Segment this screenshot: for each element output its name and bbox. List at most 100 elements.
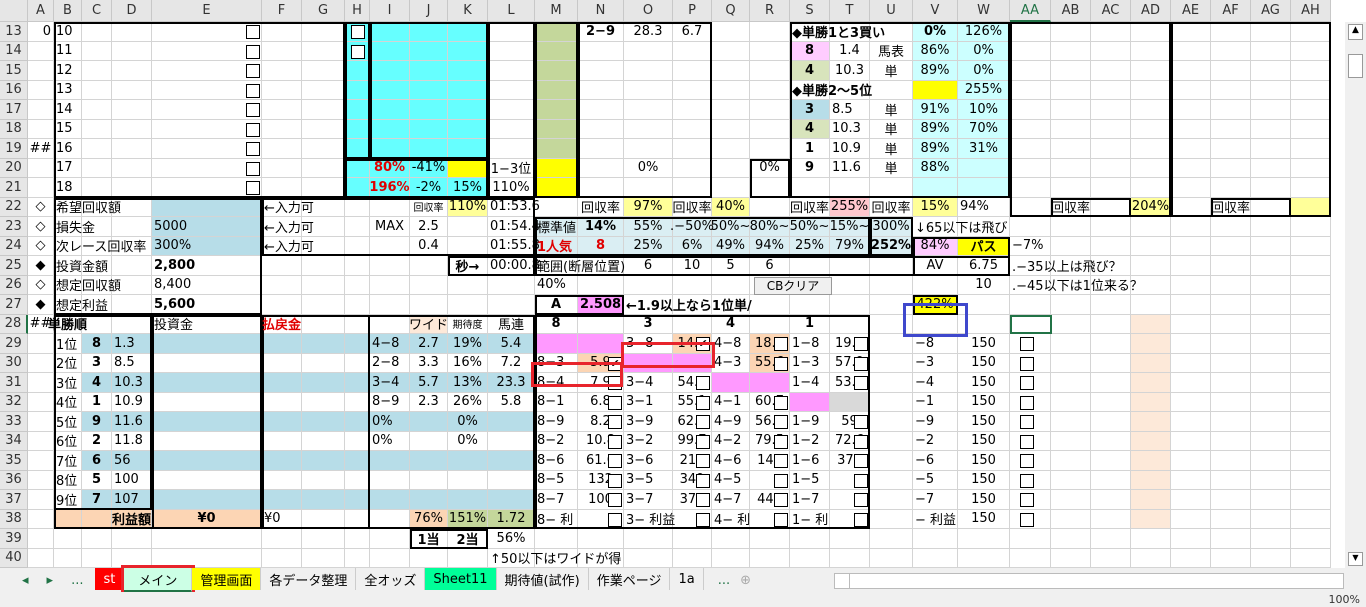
- checkbox-W35[interactable]: [1020, 454, 1034, 468]
- cell-H28[interactable]: [345, 314, 370, 334]
- cell-E26[interactable]: 8,400: [152, 275, 262, 295]
- row-header-14[interactable]: 14: [0, 41, 28, 61]
- sheet-tab-6[interactable]: 期待値(試作): [497, 568, 589, 590]
- cell-D40[interactable]: [112, 548, 152, 568]
- cell-J26[interactable]: [410, 275, 448, 295]
- cell-U21[interactable]: [870, 178, 913, 198]
- cell-N17[interactable]: [578, 100, 624, 120]
- cell-P22[interactable]: 回収率: [673, 197, 712, 217]
- cell-R17[interactable]: [750, 100, 790, 120]
- tab-prev-button[interactable]: ◂: [22, 572, 29, 588]
- row-header-36[interactable]: 36: [0, 470, 28, 490]
- cell-L18[interactable]: [488, 119, 535, 139]
- cell-AA30[interactable]: [1010, 353, 1051, 373]
- cell-AF13[interactable]: [1211, 22, 1251, 42]
- column-header-L[interactable]: L: [488, 0, 535, 22]
- cell-AB34[interactable]: [1051, 431, 1091, 451]
- cell-Q20[interactable]: [712, 158, 750, 178]
- cell-M32[interactable]: 8−1: [535, 392, 578, 412]
- cell-AC27[interactable]: [1091, 295, 1131, 315]
- cell-W16[interactable]: 255%: [958, 80, 1010, 100]
- cell-B21[interactable]: 18: [54, 178, 82, 198]
- cell-T21[interactable]: [830, 178, 870, 198]
- cell-AF32[interactable]: [1211, 392, 1251, 412]
- cell-O27[interactable]: ←1.9以上なら1位単/: [624, 295, 752, 315]
- cell-G38[interactable]: [302, 509, 345, 529]
- cell-G31[interactable]: [302, 373, 345, 393]
- checkbox-N35[interactable]: [608, 454, 622, 468]
- cell-M24[interactable]: 1人気: [535, 236, 578, 256]
- cell-E36[interactable]: [152, 470, 262, 490]
- cell-O15[interactable]: [624, 61, 673, 81]
- cell-AD27[interactable]: [1131, 295, 1171, 315]
- cell-U18[interactable]: 単: [870, 119, 913, 139]
- cell-G30[interactable]: [302, 353, 345, 373]
- checkbox-W36[interactable]: [1020, 473, 1034, 488]
- cell-F30[interactable]: [262, 353, 302, 373]
- cell-N14[interactable]: [578, 41, 624, 61]
- cell-AH13[interactable]: [1291, 22, 1331, 42]
- cell-AF35[interactable]: [1211, 451, 1251, 471]
- cell-O20[interactable]: 0%: [624, 158, 673, 178]
- cell-AA15[interactable]: [1010, 61, 1051, 81]
- cell-B17[interactable]: 14: [54, 100, 82, 120]
- cell-M16[interactable]: [535, 80, 578, 100]
- cell-C25[interactable]: [82, 256, 112, 276]
- cell-I19[interactable]: [370, 139, 410, 159]
- cell-V24[interactable]: 84%: [913, 236, 958, 256]
- column-header-F[interactable]: F: [262, 0, 302, 22]
- cell-AH14[interactable]: [1291, 41, 1331, 61]
- column-header-S[interactable]: S: [790, 0, 830, 22]
- cell-Q13[interactable]: [712, 22, 750, 42]
- cell-AF33[interactable]: [1211, 412, 1251, 432]
- row-header-34[interactable]: 34: [0, 431, 28, 451]
- cell-M39[interactable]: [535, 529, 578, 549]
- cell-I15[interactable]: [370, 61, 410, 81]
- cell-G34[interactable]: [302, 431, 345, 451]
- cell-H24[interactable]: [345, 236, 370, 256]
- cell-AE30[interactable]: [1171, 353, 1211, 373]
- cell-P19[interactable]: [673, 139, 712, 159]
- cell-AH17[interactable]: [1291, 100, 1331, 120]
- cell-F16[interactable]: [262, 80, 302, 100]
- cell-H35[interactable]: [345, 451, 370, 471]
- cell-S16[interactable]: ◆単勝2〜5位: [790, 80, 872, 100]
- cell-AB36[interactable]: [1051, 470, 1091, 490]
- cell-V22[interactable]: 15%: [913, 197, 958, 217]
- cell-AG32[interactable]: [1251, 392, 1291, 412]
- cell-W22[interactable]: 94%: [958, 197, 1010, 217]
- cell-S34[interactable]: 1−2: [790, 431, 830, 451]
- cell-A14[interactable]: [28, 41, 54, 61]
- cell-K27[interactable]: [448, 295, 488, 315]
- cell-I23[interactable]: MAX: [370, 217, 410, 237]
- cell-O23[interactable]: 55%: [624, 217, 673, 237]
- cell-AF21[interactable]: [1211, 178, 1251, 198]
- cell-A13[interactable]: 0: [28, 22, 54, 42]
- cell-L19[interactable]: [488, 139, 535, 159]
- cell-T19[interactable]: 10.9: [830, 139, 870, 159]
- tab-more-left[interactable]: ...: [71, 572, 84, 588]
- cell-AD28[interactable]: [1131, 314, 1171, 334]
- cell-AF25[interactable]: [1211, 256, 1251, 276]
- cell-T18[interactable]: 10.3: [830, 119, 870, 139]
- cell-L25[interactable]: 00:00.8: [488, 256, 540, 276]
- cell-AG39[interactable]: [1251, 529, 1291, 549]
- cell-AF24[interactable]: [1211, 236, 1251, 256]
- cell-D23[interactable]: [112, 217, 152, 237]
- cell-B24[interactable]: 次レース回収率: [54, 236, 146, 256]
- cell-F15[interactable]: [262, 61, 302, 81]
- cell-H22[interactable]: [345, 197, 370, 217]
- cell-W39[interactable]: [958, 529, 1010, 549]
- cell-AH19[interactable]: [1291, 139, 1331, 159]
- cell-Q23[interactable]: 50%~: [711, 217, 750, 237]
- cell-D35[interactable]: 56: [112, 451, 152, 471]
- cell-N37[interactable]: 100: [578, 490, 624, 510]
- cell-AB15[interactable]: [1051, 61, 1091, 81]
- cell-N34[interactable]: 10.8: [578, 431, 624, 451]
- cell-L31[interactable]: 23.3: [488, 373, 535, 393]
- cell-J22[interactable]: 回収率: [410, 197, 448, 217]
- cell-Q34[interactable]: 4−2: [712, 431, 750, 451]
- cell-F36[interactable]: [262, 470, 302, 490]
- column-header-C[interactable]: C: [82, 0, 112, 22]
- checkbox-E13[interactable]: [246, 25, 260, 39]
